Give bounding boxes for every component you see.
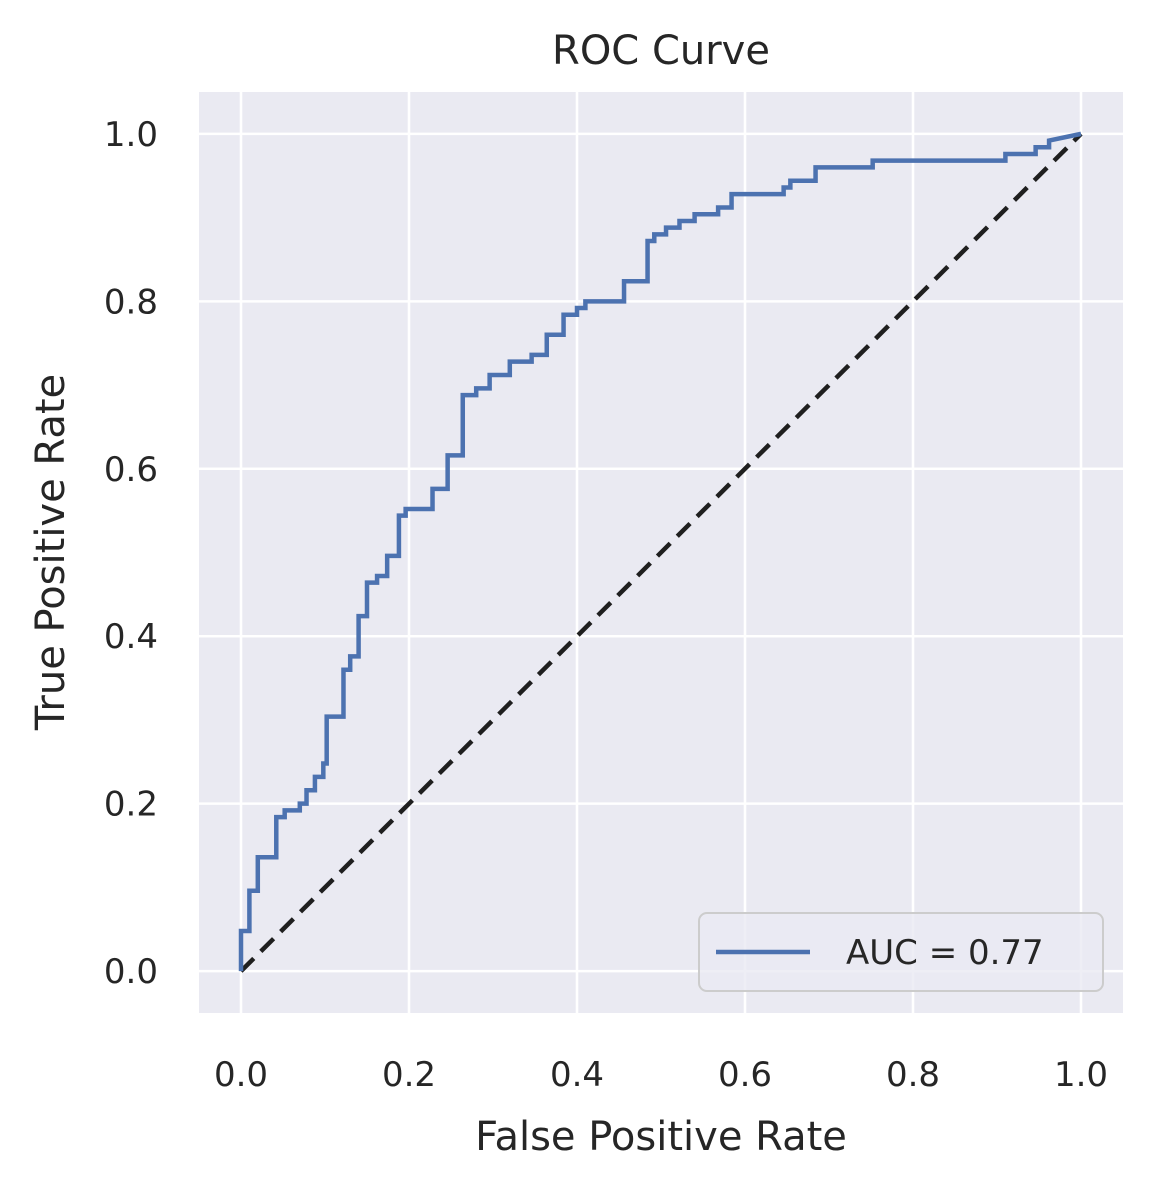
- series-chance-line: [239, 132, 1083, 973]
- y-tick-label: 0.6: [104, 450, 158, 490]
- y-tick-labels: 0.0 0.2 0.4 0.6 0.8 1.0: [104, 115, 158, 992]
- x-tick-label: 0.6: [718, 1055, 772, 1095]
- legend: AUC = 0.77: [698, 912, 1104, 992]
- series-roc-line: [238, 131, 1082, 972]
- y-tick-label: 0.2: [104, 785, 158, 825]
- x-axis-label: False Positive Rate: [475, 1114, 847, 1160]
- legend-box: [698, 912, 1104, 992]
- x-tick-label: 0.0: [214, 1055, 268, 1095]
- x-tick-label: 0.8: [886, 1055, 940, 1095]
- x-tick-label: 0.2: [382, 1055, 436, 1095]
- legend-label-roc: AUC = 0.77: [846, 933, 1044, 973]
- y-tick-label: 0.0: [104, 952, 158, 992]
- chart-title: ROC Curve: [552, 28, 770, 74]
- y-axis-label: True Positive Rate: [28, 374, 74, 731]
- grid-lines: [199, 92, 1123, 1013]
- x-tick-label: 0.4: [550, 1055, 604, 1095]
- x-tick-labels: 0.0 0.2 0.4 0.6 0.8 1.0: [214, 1055, 1108, 1095]
- series-layer: [238, 131, 1083, 973]
- y-tick-label: 0.4: [104, 617, 158, 657]
- y-tick-label: 0.8: [104, 282, 158, 322]
- y-tick-label: 1.0: [104, 115, 158, 155]
- x-tick-label: 1.0: [1054, 1055, 1108, 1095]
